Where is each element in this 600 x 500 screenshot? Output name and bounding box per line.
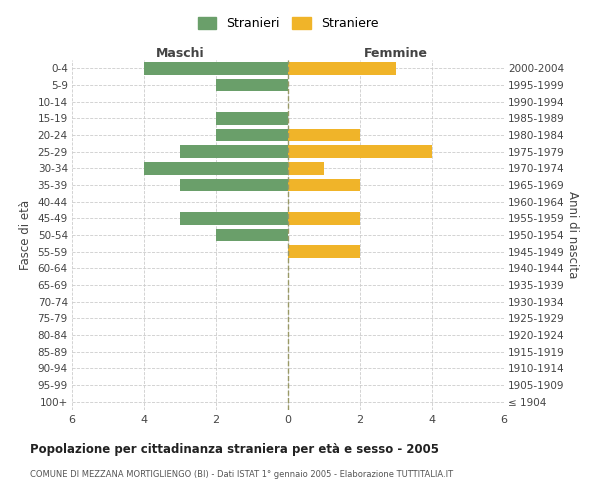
Bar: [180, 146, 288, 158]
Bar: [288, 129, 360, 141]
Bar: [216, 129, 288, 141]
Legend: Stranieri, Straniere: Stranieri, Straniere: [197, 18, 379, 30]
Y-axis label: Fasce di età: Fasce di età: [19, 200, 32, 270]
Text: Femmine: Femmine: [364, 47, 428, 60]
Bar: [180, 179, 288, 192]
Bar: [288, 62, 396, 74]
Y-axis label: Anni di nascita: Anni di nascita: [566, 192, 579, 278]
Bar: [288, 162, 324, 174]
Bar: [288, 146, 432, 158]
Bar: [180, 212, 288, 224]
Text: Maschi: Maschi: [155, 47, 205, 60]
Bar: [216, 112, 288, 124]
Bar: [144, 162, 288, 174]
Bar: [288, 179, 360, 192]
Text: Popolazione per cittadinanza straniera per età e sesso - 2005: Popolazione per cittadinanza straniera p…: [30, 442, 439, 456]
Bar: [216, 229, 288, 241]
Bar: [144, 62, 288, 74]
Bar: [216, 79, 288, 92]
Bar: [288, 212, 360, 224]
Bar: [288, 246, 360, 258]
Text: COMUNE DI MEZZANA MORTIGLIENGO (BI) - Dati ISTAT 1° gennaio 2005 - Elaborazione : COMUNE DI MEZZANA MORTIGLIENGO (BI) - Da…: [30, 470, 453, 479]
